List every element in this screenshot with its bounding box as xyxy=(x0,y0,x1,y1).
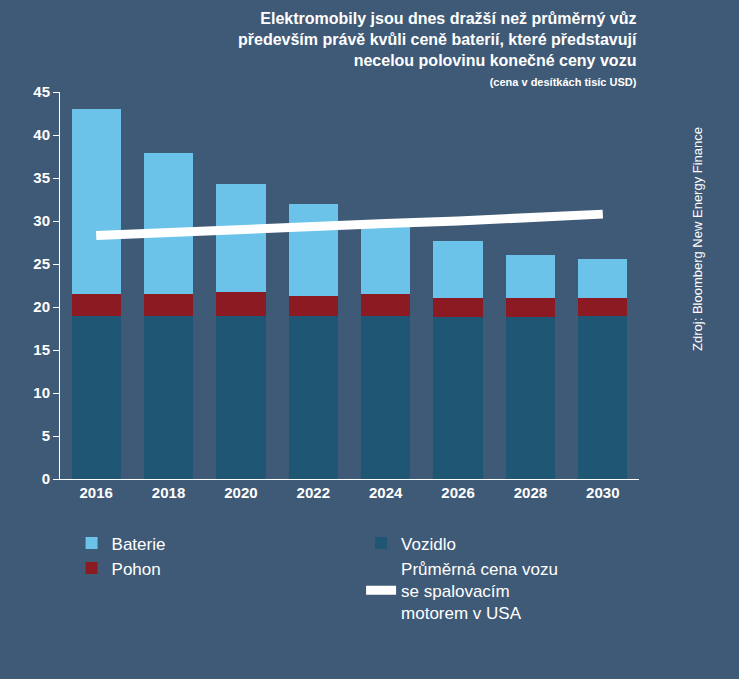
svg-text:15: 15 xyxy=(33,341,50,358)
svg-text:2018: 2018 xyxy=(152,484,185,501)
svg-text:25: 25 xyxy=(33,255,50,272)
svg-text:30: 30 xyxy=(33,212,50,229)
svg-text:0: 0 xyxy=(42,470,50,487)
svg-text:2016: 2016 xyxy=(80,484,113,501)
svg-text:2026: 2026 xyxy=(441,484,474,501)
svg-text:2028: 2028 xyxy=(514,484,547,501)
svg-text:Baterie: Baterie xyxy=(112,535,166,554)
svg-text:2020: 2020 xyxy=(224,484,257,501)
svg-text:45: 45 xyxy=(33,83,50,100)
svg-text:5: 5 xyxy=(42,427,50,444)
svg-text:Elektromobily jsou dnes dražší: Elektromobily jsou dnes dražší než průmě… xyxy=(238,10,637,88)
svg-text:2030: 2030 xyxy=(586,484,619,501)
svg-text:20: 20 xyxy=(33,298,50,315)
svg-text:40: 40 xyxy=(33,126,50,143)
svg-text:2022: 2022 xyxy=(297,484,330,501)
svg-text:Zdroj: Bloomberg New Energy Fi: Zdroj: Bloomberg New Energy Finance xyxy=(690,127,705,351)
svg-text:2024: 2024 xyxy=(369,484,403,501)
svg-text:Průměrná cena vozuse spalovací: Průměrná cena vozuse spalovacímmotorem v… xyxy=(401,560,558,623)
svg-text:Pohon: Pohon xyxy=(112,560,161,579)
svg-text:Vozidlo: Vozidlo xyxy=(401,535,456,554)
svg-text:10: 10 xyxy=(33,384,50,401)
svg-text:35: 35 xyxy=(33,169,50,186)
